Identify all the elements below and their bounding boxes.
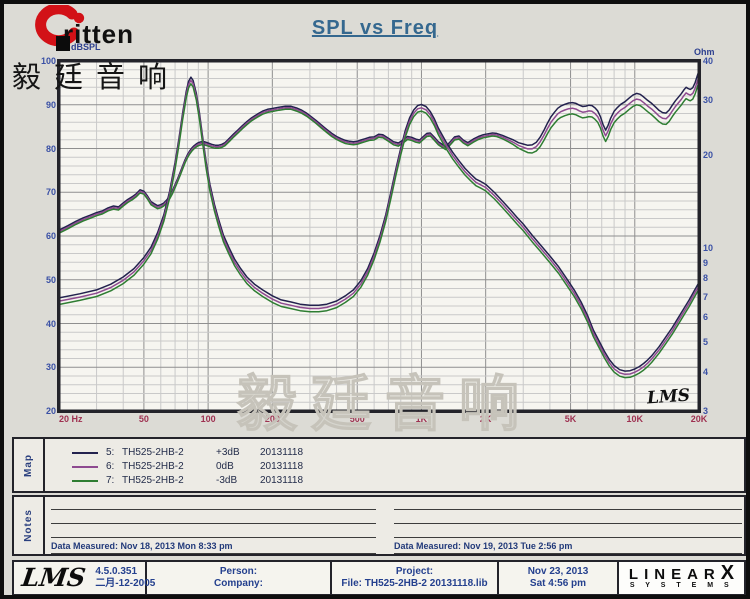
left-axis-tick-label: 50	[22, 275, 56, 285]
page-title-text: SPL vs Freq	[312, 17, 438, 39]
right-axis-tick-label: 4	[703, 367, 708, 377]
left-axis-tick-label: 20	[22, 406, 56, 416]
x-tick-label: 5K	[565, 414, 577, 424]
legend-level: 0dB	[216, 461, 260, 472]
legend-model: TH525-2HB-2	[122, 447, 216, 458]
right-axis-tick-label: 6	[703, 312, 708, 322]
legend-item: 5: TH525-2HB-2 +3dB 20131118	[72, 446, 303, 459]
legend-item: 7: TH525-2HB-2 -3dB 20131118	[72, 474, 303, 487]
note-rule	[51, 523, 376, 524]
legend-curve-number: 5:	[106, 447, 122, 458]
left-axis-tick-label: 80	[22, 144, 56, 154]
right-axis-tick-label: 20	[703, 150, 713, 160]
right-axis-tick-label: 3	[703, 406, 708, 416]
left-axis-tick-label: 40	[22, 319, 56, 329]
app-version: 4.5.0.351	[95, 566, 137, 578]
x-tick-label: 10K	[627, 414, 644, 424]
legend-date: 20131118	[260, 447, 303, 458]
lms-window: ritten 毅廷音响 SPL vs Freq dBSPL Ohm LMS 毅廷…	[0, 0, 750, 599]
notes-panel-label: Notes	[14, 497, 45, 554]
watermark-text: 毅廷音响	[237, 356, 533, 443]
left-axis-tick-label: 60	[22, 231, 56, 241]
legend-model: TH525-2HB-2	[122, 461, 216, 472]
map-panel: Map 5: TH525-2HB-2 +3dB 20131118 6: TH52…	[12, 437, 746, 493]
legend-swatch	[72, 452, 98, 454]
project-file: File: TH525-2HB-2 20131118.lib	[341, 578, 487, 590]
notes-panel: Notes Data Measured: Nov 18, 2013 Mon 8:…	[12, 495, 746, 556]
x-tick-label: 20 Hz	[59, 414, 83, 424]
note-rule	[51, 553, 376, 554]
left-axis-tick-label: 70	[22, 187, 56, 197]
right-axis-tick-label: 30	[703, 95, 713, 105]
lms-plot-logo: LMS	[646, 386, 690, 409]
legend-date: 20131118	[260, 461, 303, 472]
status-bar: LMS 4.5.0.351 二月-12-2005 Person: Company…	[12, 560, 746, 596]
legend-item: 6: TH525-2HB-2 0dB 20131118	[72, 460, 303, 473]
note-rule	[394, 537, 742, 538]
status-date: Nov 23, 2013	[528, 566, 589, 578]
legend-swatch	[72, 466, 98, 468]
right-axis-tick-label: 10	[703, 243, 713, 253]
status-cell-datetime: Nov 23, 2013 Sat 4:56 pm	[499, 562, 619, 594]
project-label: Project:	[396, 566, 433, 578]
lms-logo: LMS	[21, 572, 86, 584]
note-rule	[394, 523, 742, 524]
note-rule	[51, 537, 376, 538]
right-axis-tick-label: 9	[703, 258, 708, 268]
page-title: SPL vs Freq	[4, 17, 746, 40]
status-time: Sat 4:56 pm	[530, 578, 586, 590]
data-measured-left: Data Measured: Nov 18, 2013 Mon 8:33 pm	[51, 541, 233, 551]
legend-level: -3dB	[216, 475, 260, 486]
status-cell-project: Project: File: TH525-2HB-2 20131118.lib	[332, 562, 499, 594]
brand-name-chinese: 毅廷音响	[12, 54, 180, 96]
cursor-marker	[56, 36, 70, 51]
legend-curve-number: 6:	[106, 461, 122, 472]
note-rule	[51, 509, 376, 510]
legend-date: 20131118	[260, 475, 303, 486]
right-axis-tick-label: 5	[703, 337, 708, 347]
legend-swatch	[72, 480, 98, 482]
data-measured-right: Data Measured: Nov 19, 2013 Tue 2:56 pm	[394, 541, 572, 551]
right-axis-tick-label: 40	[703, 56, 713, 66]
map-panel-label: Map	[14, 439, 45, 491]
note-rule	[394, 509, 742, 510]
person-label: Person:	[220, 566, 257, 578]
status-cell-version: LMS 4.5.0.351 二月-12-2005	[14, 562, 147, 594]
left-axis-tick-label: 30	[22, 362, 56, 372]
linearx-logo: LINEARX	[629, 566, 734, 582]
x-tick-label: 50	[139, 414, 149, 424]
company-label: Company:	[214, 578, 263, 590]
x-tick-label: 100	[201, 414, 216, 424]
legend-model: TH525-2HB-2	[122, 475, 216, 486]
right-axis-tick-label: 7	[703, 292, 708, 302]
status-cell-linearx: LINEARX S Y S T E M S	[619, 562, 744, 594]
legend-level: +3dB	[216, 447, 260, 458]
right-axis-tick-label: 8	[703, 273, 708, 283]
note-rule	[394, 553, 742, 554]
left-axis-unit-label: dBSPL	[71, 42, 101, 52]
legend-curve-number: 7:	[106, 475, 122, 486]
left-axis-tick-label: 90	[22, 100, 56, 110]
status-cell-person: Person: Company:	[147, 562, 332, 594]
linearx-systems-label: S Y S T E M S	[630, 582, 733, 590]
